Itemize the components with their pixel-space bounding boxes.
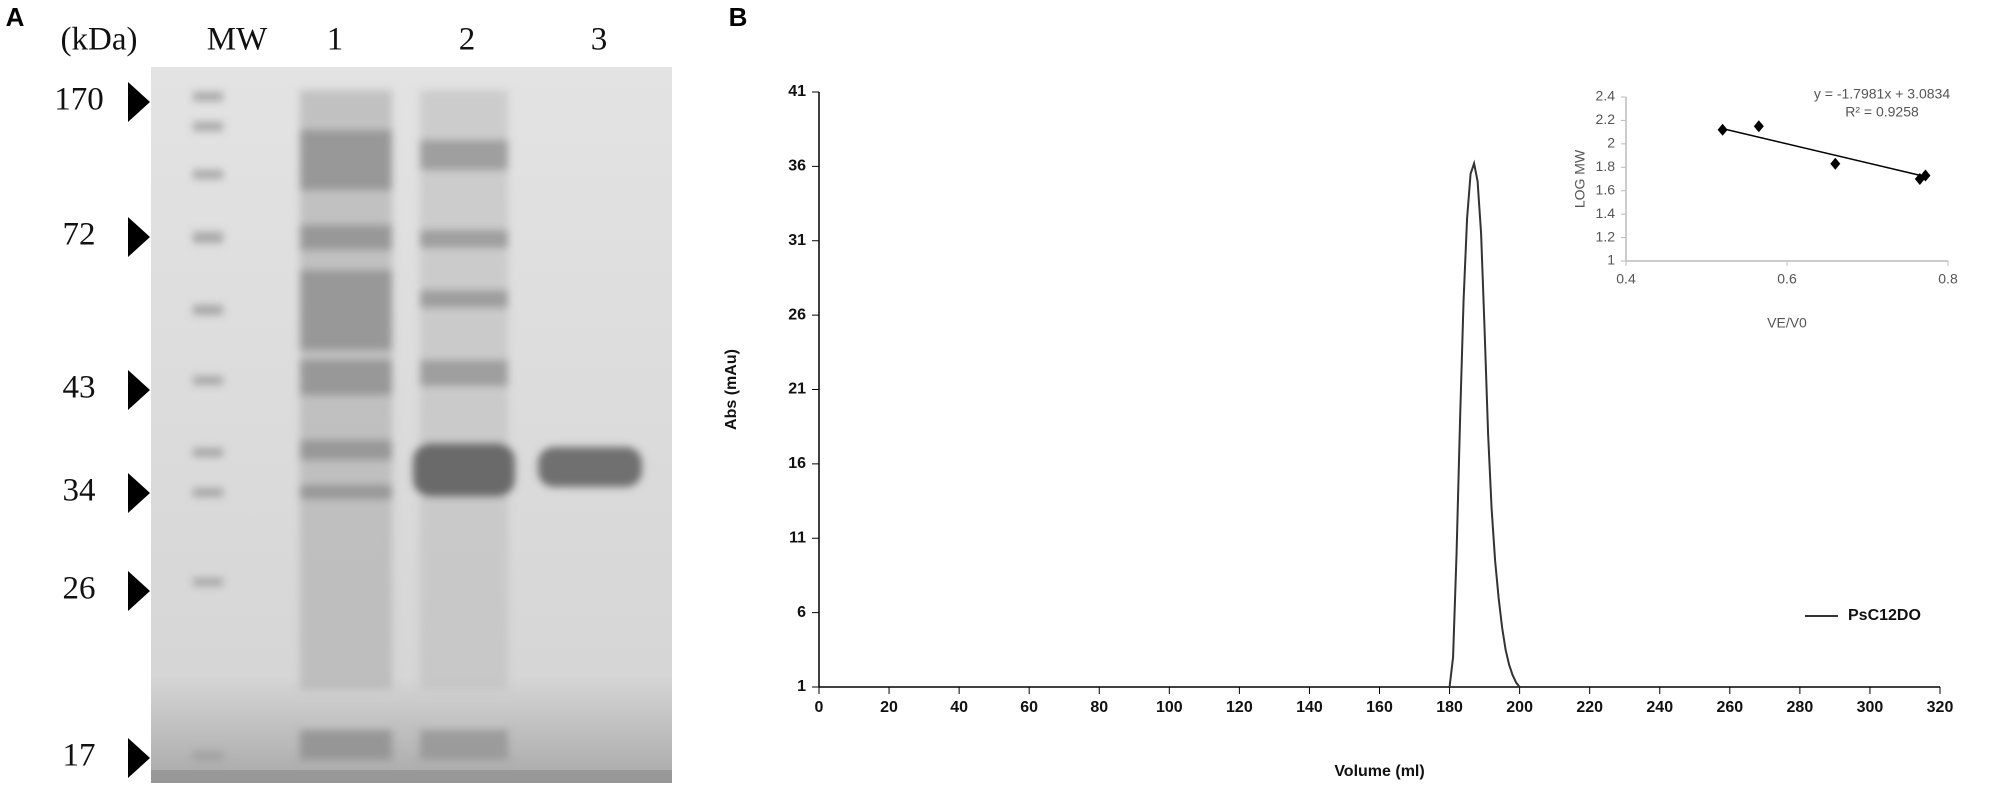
x-axis-title: Volume (ml)	[1334, 763, 1424, 780]
y-tick-label: 1.6	[1596, 181, 1616, 197]
marker-label: 72	[63, 217, 96, 253]
lane-label: 3	[591, 22, 608, 58]
gel-labels: MW 1 2 3 170 72 43 34 26 17	[54, 22, 607, 778]
annotation: R² = 0.9258	[1845, 104, 1919, 120]
y-tick-label: 36	[788, 158, 806, 175]
lane-label: 1	[327, 22, 344, 58]
x-axis-title: VE/V0	[1767, 315, 1807, 331]
y-tick-label: 1.4	[1596, 205, 1616, 221]
data-line	[1448, 159, 1521, 688]
y-tick-label: 1.2	[1596, 228, 1616, 244]
gel-background	[151, 67, 672, 783]
marker-label: 26	[63, 571, 96, 607]
marker-arrow	[128, 571, 150, 611]
marker-label: 17	[63, 738, 96, 774]
panel-label: B	[729, 2, 748, 32]
y-tick-label: 11	[789, 529, 806, 546]
x-tick-label: 80	[1090, 699, 1108, 716]
legend-label: PsC12DO	[1848, 607, 1921, 624]
x-tick-label: 160	[1366, 699, 1393, 716]
y-tick-label: 41	[788, 83, 806, 100]
y-tick-label: 2	[1607, 135, 1615, 151]
y-tick-label: 1	[1607, 252, 1615, 268]
x-tick-label: 200	[1506, 699, 1533, 716]
x-tick-label: 120	[1226, 699, 1253, 716]
y-tick-label: 16	[788, 455, 806, 472]
marker-arrow	[128, 217, 150, 257]
x-tick-label: 0.8	[1938, 271, 1958, 287]
gel-bands	[193, 90, 642, 760]
marker-label: 43	[63, 370, 96, 406]
x-tick-label: 100	[1156, 699, 1183, 716]
point	[1830, 157, 1841, 170]
point	[1753, 120, 1764, 133]
marker-label: 170	[54, 82, 104, 118]
y-tick-label: 26	[788, 306, 806, 323]
marker-label: 34	[63, 473, 96, 509]
x-tick-label: 0	[815, 699, 824, 716]
x-tick-label: 300	[1857, 699, 1884, 716]
x-tick-label: 40	[950, 699, 968, 716]
x-tick-label: 260	[1716, 699, 1743, 716]
x-tick-label: 20	[880, 699, 898, 716]
trendline	[1722, 127, 1926, 178]
x-tick-label: 280	[1787, 699, 1814, 716]
x-tick-label: 140	[1296, 699, 1323, 716]
y-tick-label: 6	[797, 604, 806, 621]
x-tick-label: 60	[1020, 699, 1038, 716]
lane-label: 2	[459, 22, 476, 58]
y-tick-label: 1	[797, 678, 806, 695]
marker-arrow	[128, 370, 150, 410]
x-tick-label: 320	[1927, 699, 1954, 716]
x-tick-label: 0.4	[1616, 271, 1636, 287]
y-axis-title: LOG MW	[1572, 149, 1588, 208]
y-axis-title: Abs (mAu)	[723, 349, 740, 430]
x-tick-label: 240	[1646, 699, 1673, 716]
gel	[151, 67, 672, 783]
y-tick-label: 31	[788, 232, 806, 249]
x-tick-label: 0.6	[1777, 271, 1797, 287]
annotation: y = -1.7981x + 3.0834	[1814, 86, 1950, 102]
y-tick-label: 2.4	[1596, 88, 1616, 104]
unit-label: (kDa)	[61, 22, 138, 58]
lane-label: MW	[207, 22, 268, 58]
marker-arrow	[128, 738, 150, 778]
x-tick-label: 180	[1436, 699, 1463, 716]
marker-arrow	[128, 82, 150, 122]
x-tick-label: 220	[1576, 699, 1603, 716]
y-tick-label: 2.2	[1596, 111, 1616, 127]
marker-arrow	[128, 473, 150, 513]
point	[1717, 123, 1728, 136]
y-tick-label: 1.8	[1596, 158, 1616, 174]
y-tick-label: 21	[788, 381, 806, 398]
gel-edge	[151, 770, 672, 783]
point	[1920, 169, 1931, 182]
panel-label: A	[6, 2, 25, 32]
